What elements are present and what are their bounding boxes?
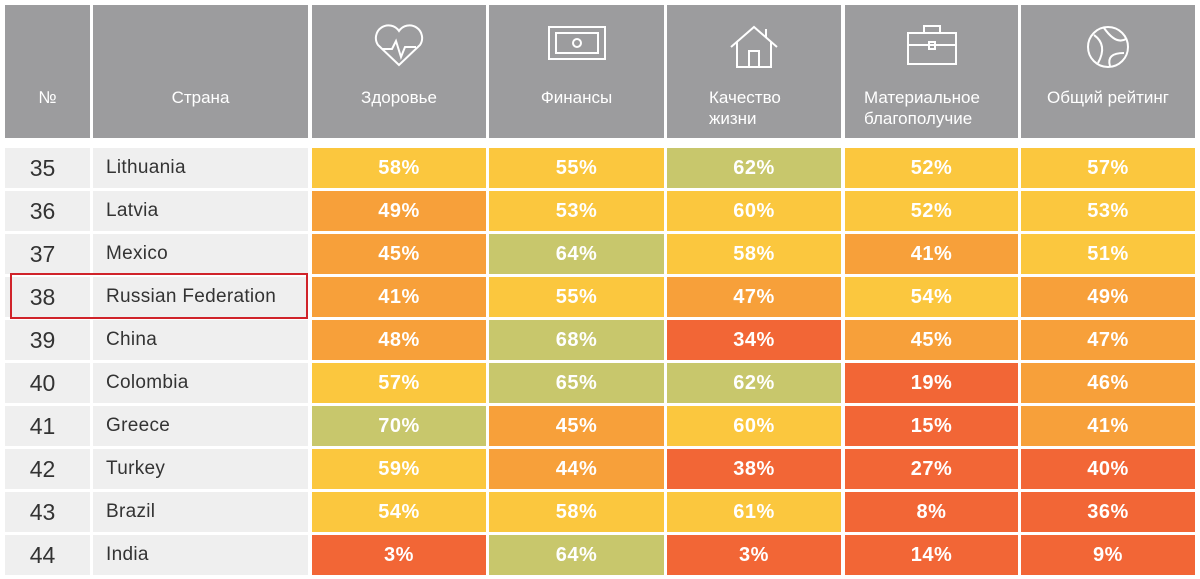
header-text: Общий рейтинг xyxy=(1047,88,1169,107)
value-cell: 62% xyxy=(667,363,841,403)
country: Lithuania xyxy=(93,148,308,188)
value-cell: 64% xyxy=(489,535,664,575)
value-cell: 54% xyxy=(845,277,1018,317)
value-cell: 55% xyxy=(489,148,664,188)
header-text: Материальное благополучие xyxy=(864,88,980,128)
header-text: Здоровье xyxy=(361,88,437,107)
value-cell: 68% xyxy=(489,320,664,360)
header-cell: Общий рейтинг xyxy=(1021,5,1195,138)
country: China xyxy=(93,320,308,360)
rank: 39 xyxy=(5,320,90,360)
value-cell: 60% xyxy=(667,191,841,231)
rank: 40 xyxy=(5,363,90,403)
value-cell: 54% xyxy=(312,492,486,532)
value-cell: 45% xyxy=(845,320,1018,360)
rank: 44 xyxy=(5,535,90,575)
header-cell: Качество жизни xyxy=(667,5,841,138)
value-cell: 57% xyxy=(312,363,486,403)
country: Russian Federation xyxy=(93,277,308,317)
header-text: № xyxy=(38,88,57,107)
country: Colombia xyxy=(93,363,308,403)
value-cell: 41% xyxy=(845,234,1018,274)
value-cell: 47% xyxy=(667,277,841,317)
country: Latvia xyxy=(93,191,308,231)
value-cell: 9% xyxy=(1021,535,1195,575)
value-cell: 40% xyxy=(1021,449,1195,489)
header-cell: № xyxy=(5,5,90,138)
header-cell: Финансы xyxy=(489,5,664,138)
value-cell: 48% xyxy=(312,320,486,360)
value-cell: 49% xyxy=(312,191,486,231)
country: Turkey xyxy=(93,449,308,489)
value-cell: 46% xyxy=(1021,363,1195,403)
value-cell: 64% xyxy=(489,234,664,274)
value-cell: 52% xyxy=(845,191,1018,231)
value-cell: 3% xyxy=(667,535,841,575)
value-cell: 14% xyxy=(845,535,1018,575)
value-cell: 49% xyxy=(1021,277,1195,317)
header-cell: Здоровье xyxy=(312,5,486,138)
value-cell: 70% xyxy=(312,406,486,446)
rank: 43 xyxy=(5,492,90,532)
rank: 35 xyxy=(5,148,90,188)
country: Mexico xyxy=(93,234,308,274)
value-cell: 62% xyxy=(667,148,841,188)
rank: 38 xyxy=(5,277,90,317)
header-text: Качество жизни xyxy=(709,88,781,128)
value-cell: 27% xyxy=(845,449,1018,489)
value-cell: 44% xyxy=(489,449,664,489)
value-cell: 61% xyxy=(667,492,841,532)
value-cell: 57% xyxy=(1021,148,1195,188)
value-cell: 19% xyxy=(845,363,1018,403)
value-cell: 34% xyxy=(667,320,841,360)
value-cell: 38% xyxy=(667,449,841,489)
country: Greece xyxy=(93,406,308,446)
country: India xyxy=(93,535,308,575)
header-icon xyxy=(547,23,607,68)
highlight-box xyxy=(10,273,308,319)
header-cell: Материальное благополучие xyxy=(845,5,1018,138)
value-cell: 60% xyxy=(667,406,841,446)
value-cell: 52% xyxy=(845,148,1018,188)
value-cell: 41% xyxy=(1021,406,1195,446)
value-cell: 53% xyxy=(489,191,664,231)
header-icon xyxy=(372,23,426,74)
value-cell: 45% xyxy=(312,234,486,274)
header-icon xyxy=(1084,23,1132,76)
value-cell: 65% xyxy=(489,363,664,403)
value-cell: 36% xyxy=(1021,492,1195,532)
value-cell: 58% xyxy=(489,492,664,532)
value-cell: 58% xyxy=(667,234,841,274)
rank: 41 xyxy=(5,406,90,446)
value-cell: 53% xyxy=(1021,191,1195,231)
rank: 37 xyxy=(5,234,90,274)
value-cell: 8% xyxy=(845,492,1018,532)
value-cell: 15% xyxy=(845,406,1018,446)
value-cell: 55% xyxy=(489,277,664,317)
header-text: Финансы xyxy=(540,88,613,107)
value-cell: 47% xyxy=(1021,320,1195,360)
rank: 36 xyxy=(5,191,90,231)
value-cell: 51% xyxy=(1021,234,1195,274)
header-text: Страна xyxy=(171,88,230,107)
value-cell: 3% xyxy=(312,535,486,575)
value-cell: 59% xyxy=(312,449,486,489)
country: Brazil xyxy=(93,492,308,532)
value-cell: 45% xyxy=(489,406,664,446)
header-icon xyxy=(727,23,781,74)
header-icon xyxy=(905,23,959,72)
rank: 42 xyxy=(5,449,90,489)
value-cell: 58% xyxy=(312,148,486,188)
header-cell: Страна xyxy=(93,5,308,138)
value-cell: 41% xyxy=(312,277,486,317)
